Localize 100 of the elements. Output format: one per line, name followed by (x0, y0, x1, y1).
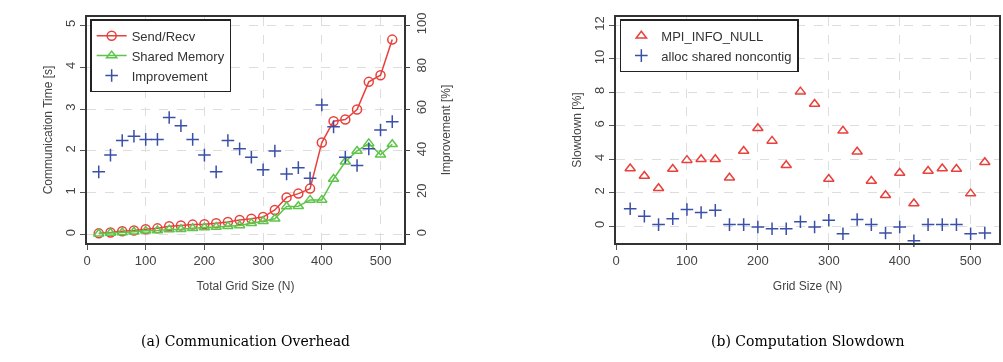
point (363, 76, 375, 88)
point (638, 170, 651, 180)
point (922, 165, 935, 175)
point (963, 226, 978, 241)
point (864, 217, 879, 232)
point (837, 125, 849, 134)
point (150, 132, 165, 147)
point (328, 115, 339, 127)
point (326, 119, 341, 134)
x-tick-label: 100 (134, 253, 157, 269)
point (375, 69, 386, 81)
y-tick-label: 0 (592, 220, 608, 228)
point (935, 217, 950, 232)
point (892, 219, 907, 234)
point (234, 214, 245, 226)
point (220, 133, 235, 148)
point (185, 132, 200, 147)
point (244, 150, 259, 165)
x-axis-title: Total Grid Size (N) (196, 278, 295, 293)
point (666, 163, 679, 173)
y2-axis-title: Improvement [%] (439, 84, 454, 176)
point (209, 164, 224, 179)
y2-tick-label: 0 (413, 229, 429, 237)
point (349, 158, 365, 173)
point (340, 114, 351, 125)
y-tick-label: 2 (592, 187, 608, 195)
legend-label: Shared Memory (131, 48, 225, 64)
point (835, 226, 851, 241)
point (949, 217, 964, 232)
point (303, 171, 318, 186)
x-tick-label: 500 (959, 253, 982, 269)
x-tick-label: 100 (676, 253, 698, 269)
x-tick-label: 200 (747, 253, 769, 269)
x-tick-label: 300 (252, 253, 274, 269)
point (637, 209, 652, 224)
point (680, 154, 693, 164)
point (338, 150, 353, 165)
point (850, 212, 865, 227)
y-tick-label: 8 (592, 86, 608, 94)
x-tick-label: 400 (888, 253, 911, 269)
y2-tick-label: 80 (413, 58, 429, 73)
point (138, 132, 153, 147)
x-tick-label: 300 (817, 253, 840, 269)
point (386, 138, 399, 148)
legend-label: Send/Recv (131, 28, 196, 44)
legend-label: Improvement (131, 68, 208, 84)
y-tick-label: 4 (592, 153, 608, 161)
point (222, 216, 234, 228)
point (385, 114, 400, 129)
point (91, 164, 106, 179)
point (256, 162, 271, 177)
point (822, 173, 835, 183)
point (232, 141, 247, 156)
point (821, 213, 836, 228)
point (246, 213, 257, 224)
point (807, 219, 822, 234)
point (750, 219, 765, 234)
point (257, 215, 270, 225)
point (281, 192, 292, 203)
point (708, 203, 723, 218)
y-tick-label: 12 (592, 16, 608, 31)
point (293, 188, 304, 199)
point (361, 141, 376, 156)
point (865, 175, 878, 185)
point (977, 225, 992, 241)
x-tick-label: 0 (612, 253, 620, 269)
point (779, 221, 794, 236)
y-tick-label: 10 (592, 49, 608, 65)
y-tick-label: 3 (63, 103, 79, 111)
point (387, 34, 398, 45)
x-tick-label: 400 (310, 253, 333, 269)
point (878, 225, 893, 241)
point (623, 201, 638, 216)
y-tick-label: 5 (63, 19, 79, 28)
point (115, 133, 130, 148)
y-axis-title: Slowdown [%] (569, 92, 584, 168)
y-tick-label: 0 (63, 229, 79, 237)
x-tick-label: 500 (369, 253, 392, 269)
y-axis-title: Communication Time [s] (40, 65, 55, 195)
point (808, 98, 821, 108)
point (373, 122, 388, 138)
y-tick-label: 4 (63, 61, 79, 69)
y-tick-label: 1 (63, 187, 79, 195)
point (304, 183, 316, 194)
text: (b) Computation Slowdown (711, 333, 905, 349)
x-tick-label: 200 (193, 253, 216, 269)
point (269, 204, 281, 216)
point (679, 202, 694, 217)
point (291, 160, 306, 175)
text: (a) Communication Overhead (141, 333, 351, 349)
point (103, 148, 118, 163)
legend-label: alloc shared noncontig (661, 48, 792, 64)
point (173, 118, 188, 133)
point (722, 217, 737, 232)
point (257, 211, 269, 223)
point (793, 214, 808, 229)
point (314, 97, 329, 112)
y-tick-label: 6 (592, 120, 608, 128)
point (665, 211, 680, 226)
point (316, 137, 328, 148)
